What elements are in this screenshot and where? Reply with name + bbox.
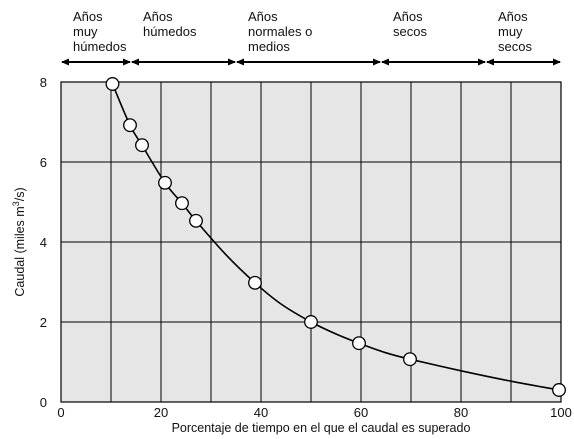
x-tick-label: 100 (550, 405, 572, 420)
data-point (248, 275, 262, 290)
x-tick-label: 0 (57, 405, 64, 420)
flow-duration-curve (111, 83, 560, 391)
data-point (304, 315, 318, 329)
y-axis-label-main: Caudal (miles m (13, 206, 27, 296)
x-tick-label: 60 (354, 405, 368, 420)
band-label-line: Años (393, 9, 423, 24)
data-point (175, 196, 189, 211)
band-label-line: Años (498, 9, 528, 24)
band-label-line: Años (143, 9, 173, 24)
band-label: Años húmedos (143, 9, 197, 39)
data-points (105, 77, 566, 397)
x-tick-labels: 0 20 40 60 80 100 (57, 405, 571, 420)
data-point (135, 138, 149, 153)
data-point (123, 118, 137, 133)
y-tick-label: 8 (40, 75, 47, 90)
y-axis-label-superscript: 3 (11, 201, 21, 206)
y-axis-label-end: /s) (13, 187, 27, 201)
band-label-line: normales o (248, 24, 312, 39)
data-point (352, 336, 366, 351)
x-tick-label: 80 (454, 405, 468, 420)
data-point (552, 383, 566, 397)
y-axis-label: Caudal (miles m3/s) (11, 187, 27, 296)
band-label-line: Años (248, 9, 278, 24)
y-tick-label: 2 (40, 315, 47, 330)
band-label: Años muy húmedos (73, 9, 127, 54)
band-label: Años muy secos (498, 9, 532, 54)
data-point (105, 77, 120, 91)
data-point (158, 175, 172, 190)
y-tick-label: 6 (40, 155, 47, 170)
band-label-line: húmedos (73, 39, 127, 54)
band-label: Años normales o medios (248, 9, 312, 54)
band-label-line: Años (73, 9, 103, 24)
y-tick-label: 4 (40, 235, 47, 250)
plot-border (60, 81, 562, 403)
x-tick-label: 40 (254, 405, 268, 420)
band-label-line: secos (393, 24, 427, 39)
y-tick-labels: 0 2 4 6 8 (40, 75, 47, 410)
data-point (189, 213, 203, 228)
band-label-line: muy (498, 24, 523, 39)
y-tick-label: 0 (40, 395, 47, 410)
data-point (403, 352, 417, 367)
x-axis-label: Porcentaje de tiempo en el que el caudal… (172, 421, 471, 435)
band-label-line: húmedos (143, 24, 197, 39)
band-label-line: secos (498, 39, 532, 54)
band-label-line: medios (248, 39, 290, 54)
band-label-line: muy (73, 24, 98, 39)
x-tick-label: 20 (154, 405, 168, 420)
band-label: Años secos (393, 9, 427, 39)
